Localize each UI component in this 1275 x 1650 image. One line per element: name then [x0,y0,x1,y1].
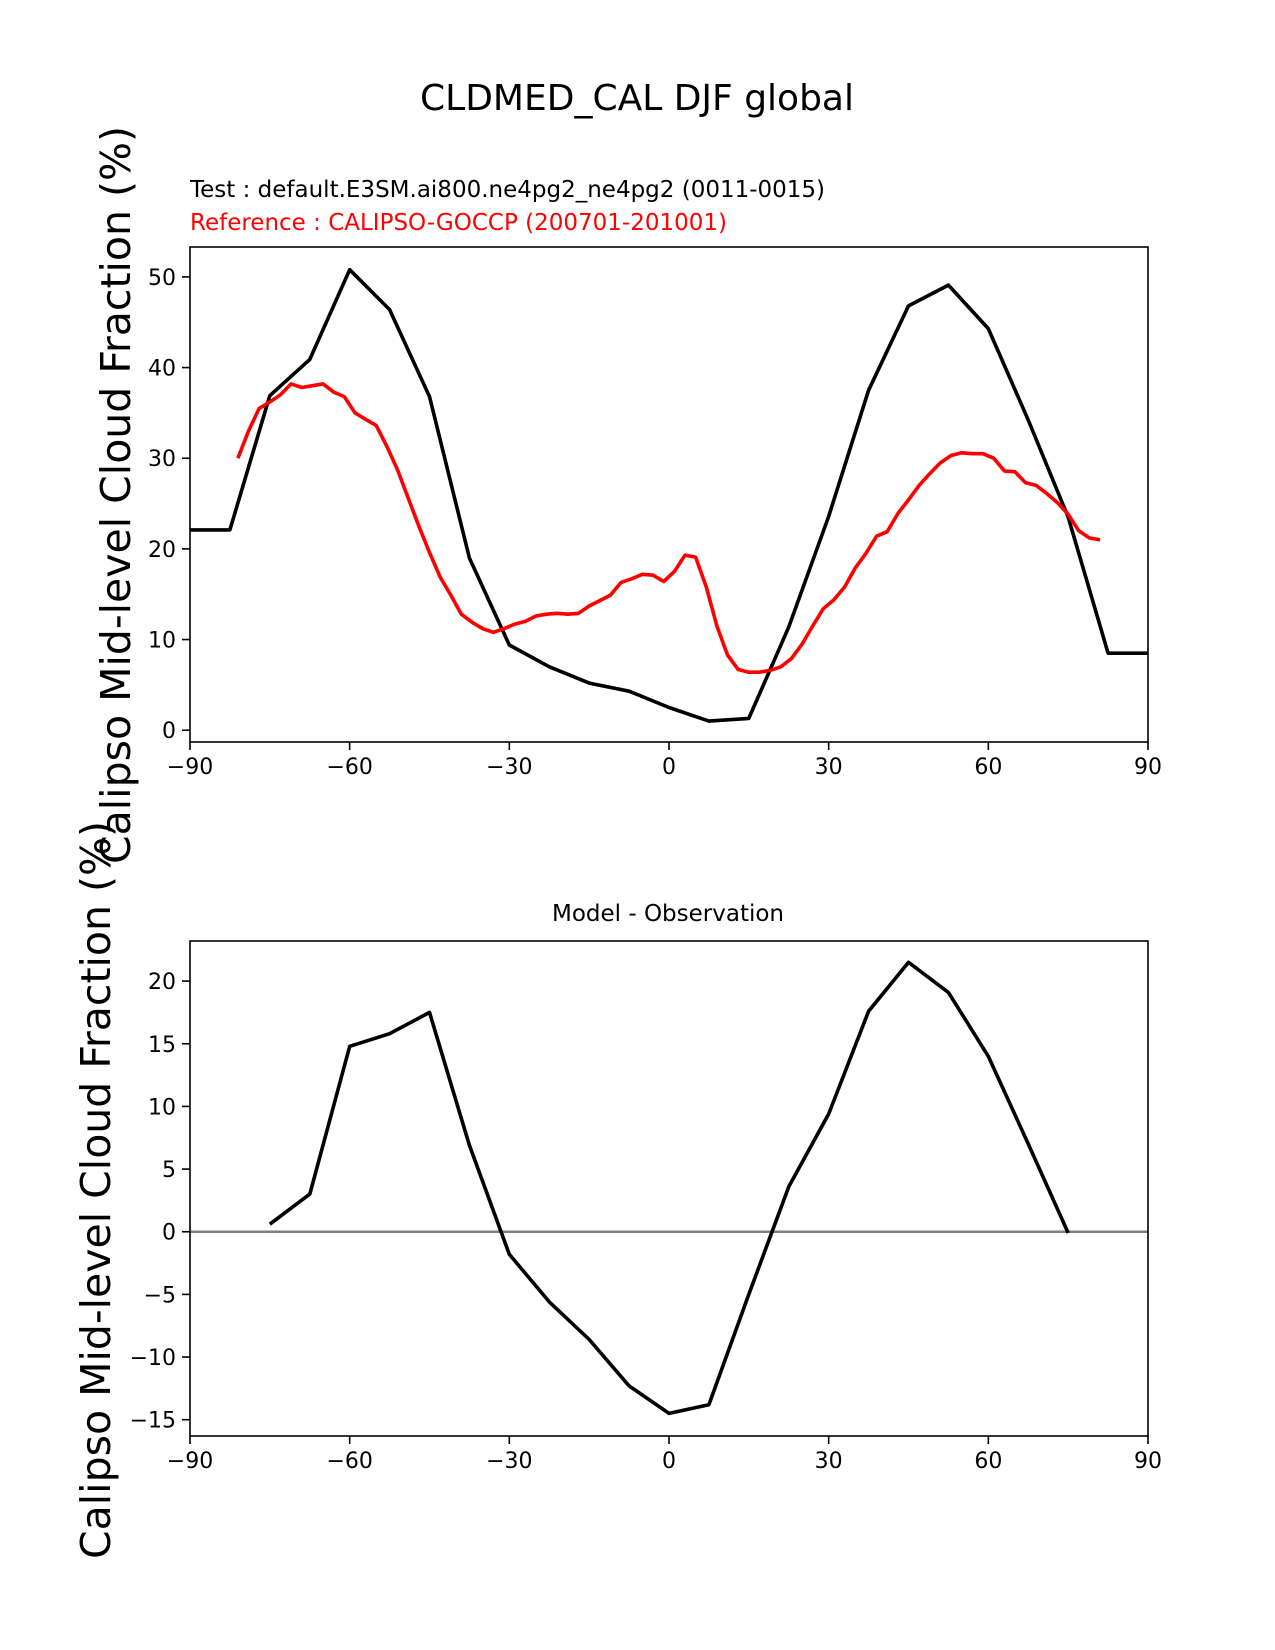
top-ytick-label: 30 [148,447,176,472]
bottom-ytick-label: 0 [162,1221,176,1246]
bottom-ytick-label: 20 [148,970,176,995]
bottom-xtick-label: 60 [974,1449,1002,1474]
test-label: Test : default.E3SM.ai800.ne4pg2_ne4pg2 … [189,177,825,203]
bottom-xtick-label: −90 [167,1449,213,1474]
bottom-ytick-label: −5 [144,1283,176,1308]
top-series-1-line [236,382,1101,675]
bottom-ytick-label: −15 [130,1409,176,1434]
bottom-ylabel: Calipso Mid-level Cloud Fraction (%) [72,821,120,1559]
bottom-xtick-label: 90 [1134,1449,1162,1474]
bottom-plot-area: −90 −60 −30 0 30 60 90 −15 −10 −5 0 5 10 15 20 [130,940,1162,1474]
figure-title: CLDMED_CAL DJF global [420,78,854,119]
bottom-ytick-label: 5 [162,1158,176,1183]
top-ylabel: Calipso Mid-level Cloud Fraction (%) [92,126,140,864]
top-xtick-label: 0 [662,755,676,780]
top-ytick-label: 20 [148,538,176,563]
bottom-xtick-label: −60 [326,1449,372,1474]
bottom-xtick-label: −30 [486,1449,532,1474]
top-series-0-line [190,267,1148,723]
top-xtick-label: 90 [1134,755,1162,780]
top-plot-area: −90 −60 −30 0 30 60 90 0 10 20 30 40 50 [148,246,1162,780]
bottom-xtick-label: 0 [662,1449,676,1474]
top-ytick-label: 10 [148,629,176,654]
top-ytick-label: 0 [162,719,176,744]
top-xtick-label: −30 [486,755,532,780]
bottom-ytick-label: −10 [130,1346,176,1371]
bottom-ytick-label: 15 [148,1033,176,1058]
top-xtick-label: −90 [167,755,213,780]
diff-title: Model - Observation [552,901,784,927]
bottom-xtick-label: 30 [815,1449,843,1474]
top-ytick-label: 40 [148,357,176,382]
top-xtick-label: 60 [974,755,1002,780]
top-ytick-label: 50 [148,266,176,291]
reference-label: Reference : CALIPSO-GOCCP (200701-201001… [190,210,727,236]
top-xtick-label: −60 [326,755,372,780]
top-xtick-label: 30 [815,755,843,780]
bottom-ytick-label: 10 [148,1095,176,1120]
bottom-series-0-line [268,960,1070,1416]
